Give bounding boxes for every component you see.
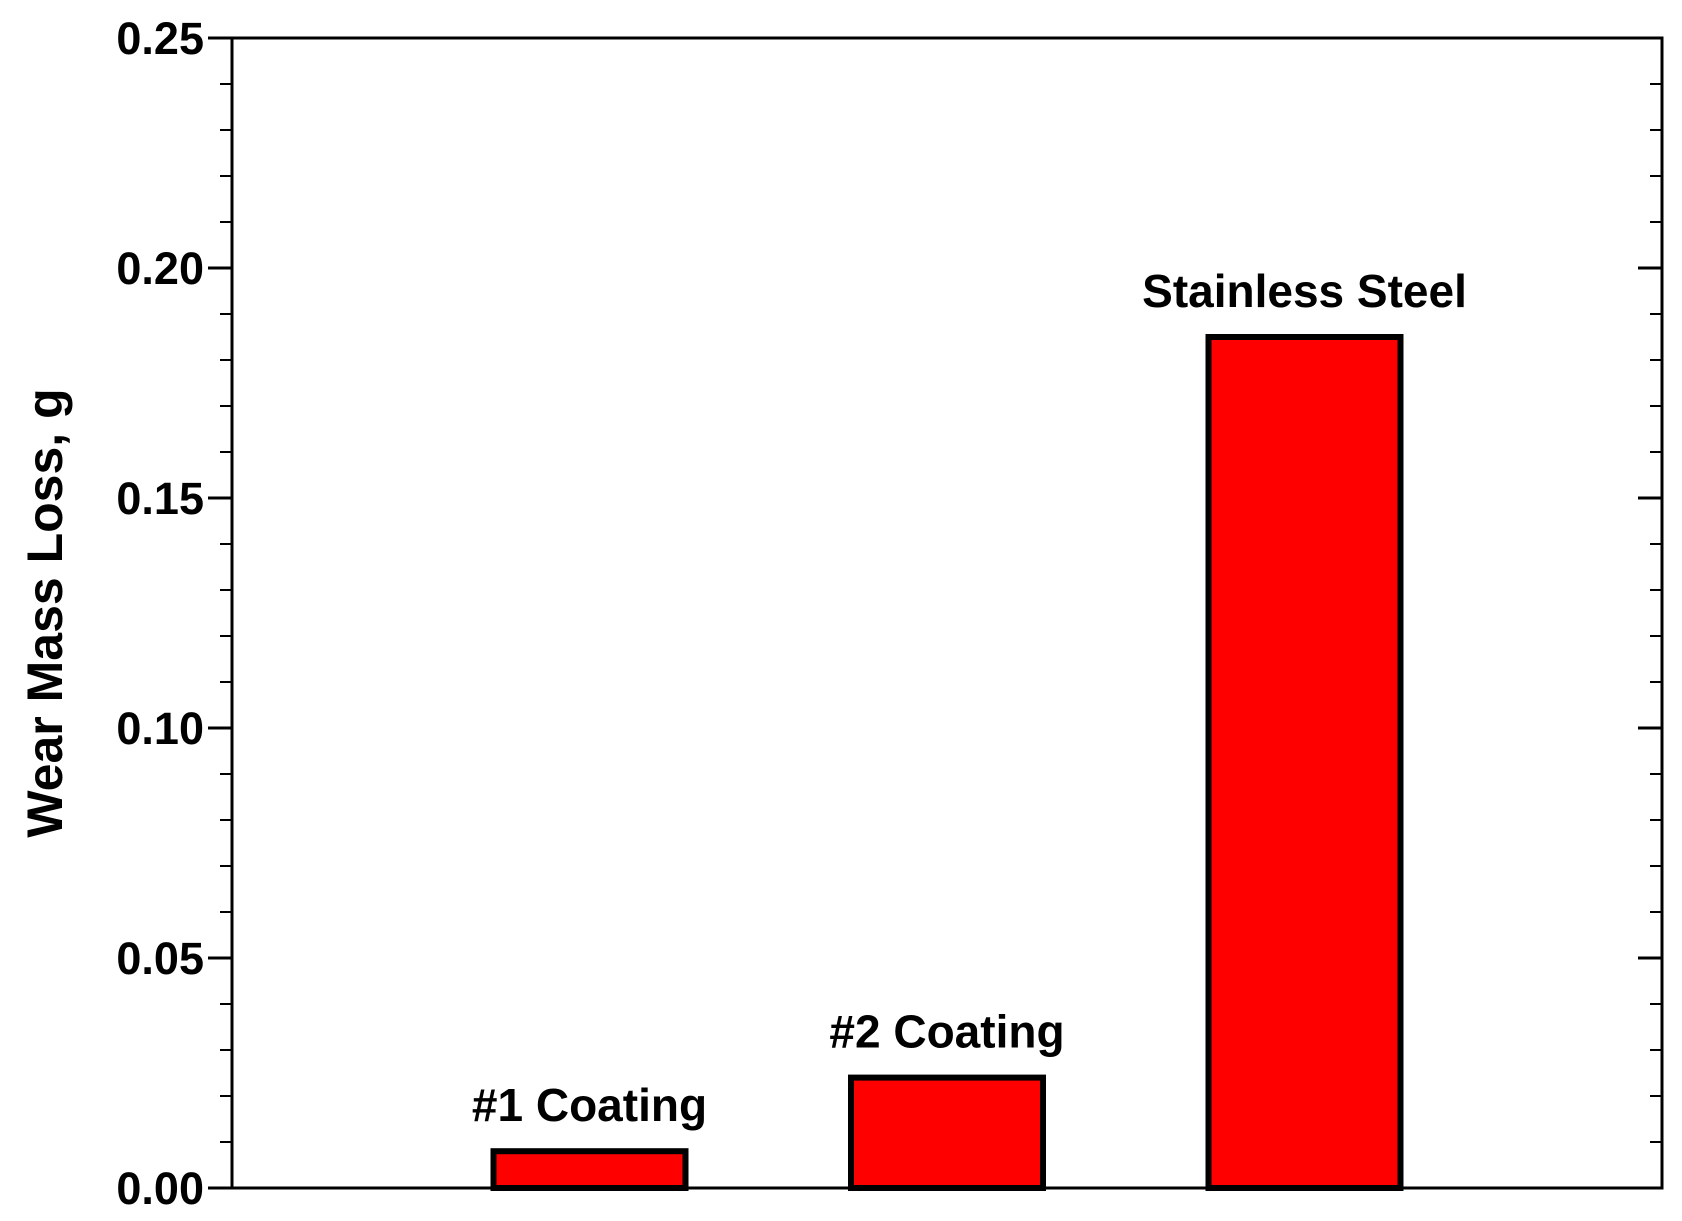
bar-labels: #1 Coating #2 Coating Stainless Steel (472, 265, 1467, 1131)
y-tick-label: 0.10 (116, 703, 204, 754)
bar-data-label: Stainless Steel (1142, 265, 1467, 317)
y-tick-label: 0.15 (116, 473, 204, 524)
bar-data-label: #2 Coating (829, 1006, 1064, 1058)
y-tick-label: 0.25 (116, 13, 204, 64)
axis-ticks (208, 36, 1662, 1190)
bars (490, 334, 1404, 1191)
plot-frame (230, 36, 1664, 1190)
y-tick-label: 0.00 (116, 1163, 204, 1214)
y-tick-labels: 0.00 0.05 0.10 0.15 0.20 0.25 (116, 13, 204, 1214)
bar (490, 1148, 689, 1191)
y-tick-label: 0.05 (116, 933, 204, 984)
y-tick-label: 0.20 (116, 243, 204, 294)
y-axis-label: Wear Mass Loss, g (17, 388, 73, 837)
bar (1205, 334, 1404, 1191)
bar (848, 1074, 1046, 1191)
bar-data-label: #1 Coating (472, 1079, 707, 1131)
